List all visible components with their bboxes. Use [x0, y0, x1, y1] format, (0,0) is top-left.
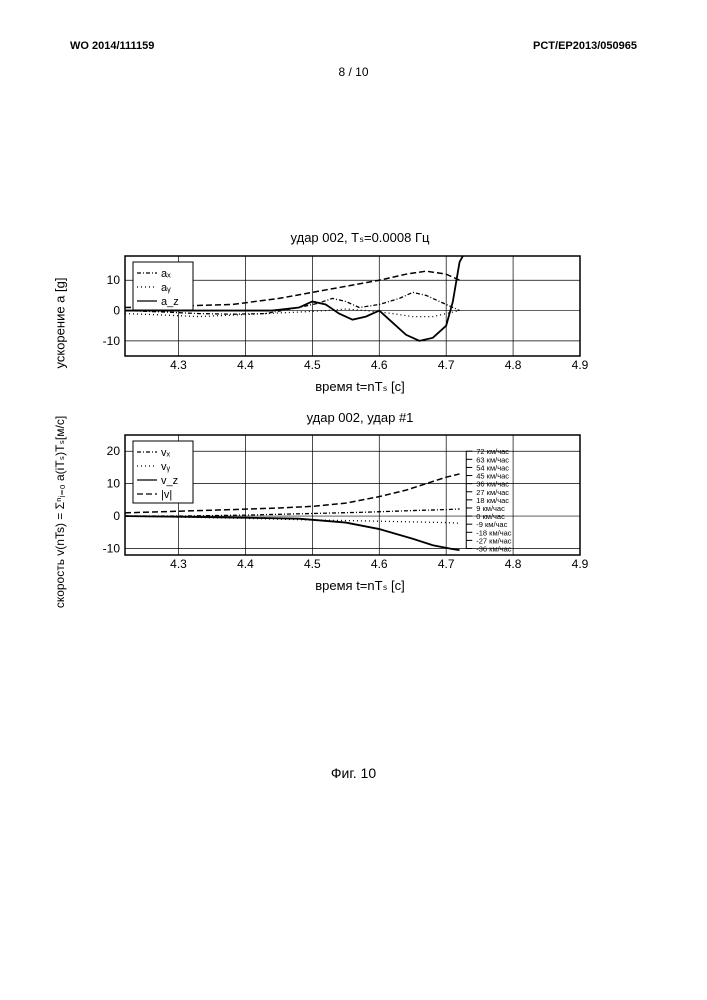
chart1-x-label: время t=nTₛ [c] — [90, 379, 630, 395]
svg-text:4.8: 4.8 — [505, 557, 522, 571]
chart1-wrap: ускорение a [g] 4.34.44.54.64.74.84.9-10… — [90, 251, 630, 395]
svg-text:4.4: 4.4 — [237, 557, 254, 571]
figure-area: удар 002, Tₛ=0.0008 Гц ускорение a [g] 4… — [90, 230, 630, 609]
svg-text:4.4: 4.4 — [237, 358, 254, 372]
svg-text:4.6: 4.6 — [371, 557, 388, 571]
chart2-title: удар 002, удар #1 — [90, 410, 630, 425]
svg-text:4.3: 4.3 — [170, 358, 187, 372]
svg-text:4.9: 4.9 — [572, 358, 589, 372]
svg-text:-10: -10 — [103, 542, 121, 556]
page-number: 8 / 10 — [0, 65, 707, 79]
svg-text:0: 0 — [113, 509, 120, 523]
chart1-plot: 4.3 4.4 4.5 4.6 4.7 4.8 4.9 -10 0 10 aₓ aᵧ a_z — [90, 251, 590, 376]
chart2-y-label: скорость v(nTs) = Σⁿᵢ₌₀ a(iTₛ)Tₛ[м/с] — [53, 416, 67, 608]
svg-text:20: 20 — [107, 444, 121, 458]
svg-text:4.7: 4.7 — [438, 358, 455, 372]
svg-text:v_z: v_z — [161, 475, 178, 487]
svg-text:4.9: 4.9 — [572, 557, 589, 571]
svg-text:4.3: 4.3 — [170, 557, 187, 571]
svg-text:vᵧ: vᵧ — [161, 461, 171, 473]
chart2-wrap: скорость v(nTs) = Σⁿᵢ₌₀ a(iTₛ)Tₛ[м/с] 4.… — [90, 430, 630, 594]
chart1-y-label: ускорение a [g] — [53, 278, 68, 369]
svg-text:4.7: 4.7 — [438, 557, 455, 571]
chart1-title: удар 002, Tₛ=0.0008 Гц — [90, 230, 630, 246]
svg-text:a_z: a_z — [161, 296, 179, 308]
figure-caption: Фиг. 10 — [0, 765, 707, 781]
svg-text:10: 10 — [107, 477, 121, 491]
svg-text:0: 0 — [113, 304, 120, 318]
svg-text:4.8: 4.8 — [505, 358, 522, 372]
svg-text:4.5: 4.5 — [304, 557, 321, 571]
svg-text:aₓ: aₓ — [161, 268, 171, 280]
chart2-plot: 4.34.44.54.64.74.84.9-1001020vₓvᵧv_z|v|7… — [90, 430, 590, 575]
chart2-x-label: время t=nTₛ [c] — [90, 578, 630, 594]
svg-text:aᵧ: aᵧ — [161, 282, 171, 294]
svg-text:|v|: |v| — [161, 489, 172, 501]
svg-text:-36 км/час: -36 км/час — [476, 545, 512, 554]
svg-text:10: 10 — [107, 273, 121, 287]
svg-text:4.6: 4.6 — [371, 358, 388, 372]
header-right: PCT/EP2013/050965 — [533, 40, 637, 52]
svg-text:-10: -10 — [103, 334, 121, 348]
svg-text:4.5: 4.5 — [304, 358, 321, 372]
svg-text:vₓ: vₓ — [161, 447, 171, 459]
header-left: WO 2014/111159 — [70, 40, 154, 52]
